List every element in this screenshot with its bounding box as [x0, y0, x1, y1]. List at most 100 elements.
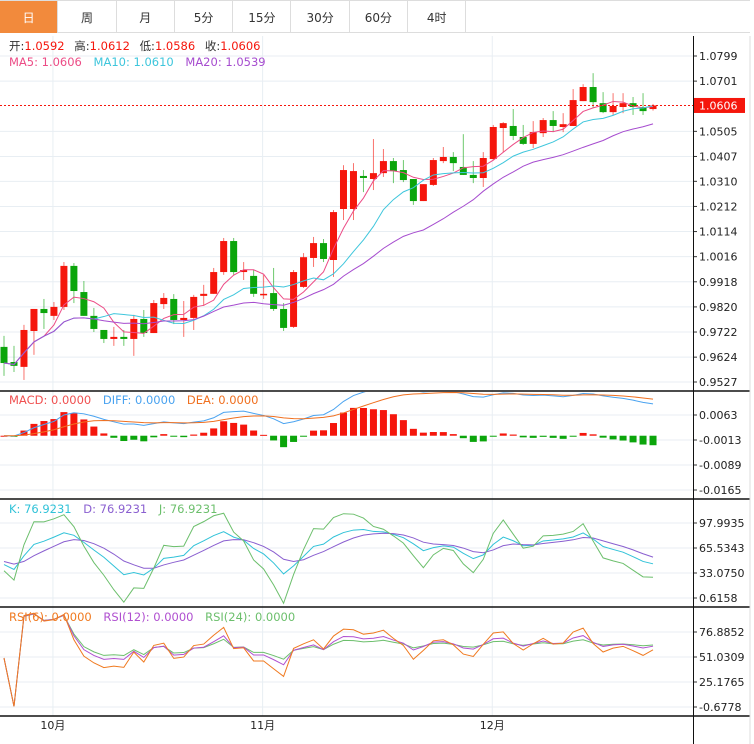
j-line [3, 512, 654, 605]
ma20-value: MA20: 1.0539 [185, 55, 265, 69]
candle-down [399, 170, 407, 181]
rsi24-value: RSI(24): 0.0000 [205, 610, 295, 624]
macd-bar [339, 412, 347, 436]
macd-bar [290, 435, 298, 442]
macd-bar [200, 432, 208, 436]
macd-bar [270, 435, 278, 441]
candle-down [70, 265, 78, 292]
macd-bar [120, 435, 128, 442]
macd-bar [509, 434, 517, 436]
macd-bar [549, 435, 557, 438]
candle-down [409, 179, 417, 202]
tab-3[interactable]: 5分 [175, 1, 234, 33]
candle-down [250, 275, 258, 294]
tab-0[interactable]: 日 [0, 1, 59, 33]
candle-up [379, 161, 387, 174]
macd-bar [429, 432, 437, 436]
tab-4[interactable]: 15分 [233, 1, 292, 33]
ma-legend: MA5: 1.0606 MA10: 1.0610 MA20: 1.0539 [9, 55, 266, 69]
dea-value: DEA: 0.0000 [187, 393, 259, 407]
candle-up [240, 270, 248, 273]
candle-up [539, 120, 547, 134]
tab-2[interactable]: 月 [117, 1, 175, 33]
candle-down [509, 125, 517, 136]
diff-line [3, 392, 654, 437]
tab-5[interactable]: 30分 [291, 1, 350, 33]
candle-up [260, 293, 268, 296]
y-axis-tick-label: 1.0310 [699, 175, 738, 188]
macd-panel [0, 392, 657, 448]
y-axis-tick-label: -0.0165 [699, 484, 741, 497]
rsi-panel [3, 612, 654, 707]
candle-down [170, 298, 178, 320]
macd-bar [469, 435, 477, 442]
y-axis-tick-label: 1.0016 [699, 251, 738, 264]
y-axis-tick-label: 1.0701 [699, 75, 738, 88]
low-label: 低: [140, 39, 155, 53]
tab-1[interactable]: 周 [58, 1, 117, 33]
macd-bar [60, 412, 68, 436]
macd-bar [160, 434, 168, 436]
y-axis-tick-label: 25.1765 [699, 676, 745, 689]
y-axis-tick-label: 1.0212 [699, 200, 738, 213]
y-axis-tick-label: 0.6158 [699, 592, 738, 605]
macd-bar [569, 435, 577, 437]
d-line [3, 532, 654, 569]
candle-down [449, 156, 457, 164]
macd-bar [310, 430, 318, 436]
macd-bar [359, 407, 367, 436]
y-axis-tick-label: -0.0013 [699, 434, 741, 447]
close-label: 收: [205, 39, 220, 53]
candle-down [230, 241, 238, 273]
macd-bar [369, 409, 377, 436]
y-axis-tick-label: 0.9820 [699, 301, 738, 314]
axes: 10月 11月 12月 1.0799 1.0701 1.0505 1.0407 1.0310 1… [0, 36, 751, 744]
candle-up [20, 329, 28, 367]
candle-up [130, 318, 138, 339]
candle-up [609, 105, 617, 113]
candle-down [280, 308, 288, 328]
candle-down [469, 174, 477, 178]
macd-bar [210, 428, 218, 436]
macd-bar [559, 435, 567, 439]
macd-bar [579, 432, 587, 436]
y-axis-tick-label: 1.0505 [699, 125, 738, 138]
candle-down [459, 166, 467, 175]
y-axis-tick-label: 0.9624 [699, 351, 738, 364]
candle-up [419, 184, 427, 202]
d-value: D: 76.9231 [83, 502, 147, 516]
tab-6[interactable]: 60分 [350, 1, 409, 33]
candle-up [310, 243, 318, 258]
macd-bar [260, 434, 268, 436]
j-value: J: 76.9231 [158, 502, 217, 516]
candle-up [30, 308, 38, 331]
candle-down [120, 336, 128, 339]
candle-up [150, 303, 158, 334]
high-value: 1.0612 [90, 39, 130, 53]
candle-down [599, 103, 607, 113]
macd-bar [50, 419, 58, 436]
macd-bar [639, 435, 647, 445]
macd-bar [439, 432, 447, 436]
macd-bar [619, 435, 627, 441]
macd-bar [100, 433, 108, 436]
x-axis-label: 10月 [40, 719, 65, 732]
candle-down [389, 161, 397, 172]
macd-bar [649, 435, 657, 446]
y-axis-tick-label: -0.6778 [699, 701, 741, 714]
candle-up [479, 158, 487, 178]
candle-down [320, 243, 328, 259]
ma5-line [3, 100, 654, 365]
y-axis-tick-label: 1.0114 [699, 226, 738, 239]
candle-up [220, 241, 228, 273]
candle-down [270, 293, 278, 309]
tab-7[interactable]: 4时 [408, 1, 467, 33]
macd-bar [419, 432, 427, 436]
macd-bar [399, 420, 407, 436]
candle-up [429, 160, 437, 185]
macd-bar [409, 428, 417, 436]
y-axis-tick-label: 76.8852 [699, 626, 745, 639]
close-value: 1.0606 [220, 39, 260, 53]
macd-bar [110, 435, 118, 438]
